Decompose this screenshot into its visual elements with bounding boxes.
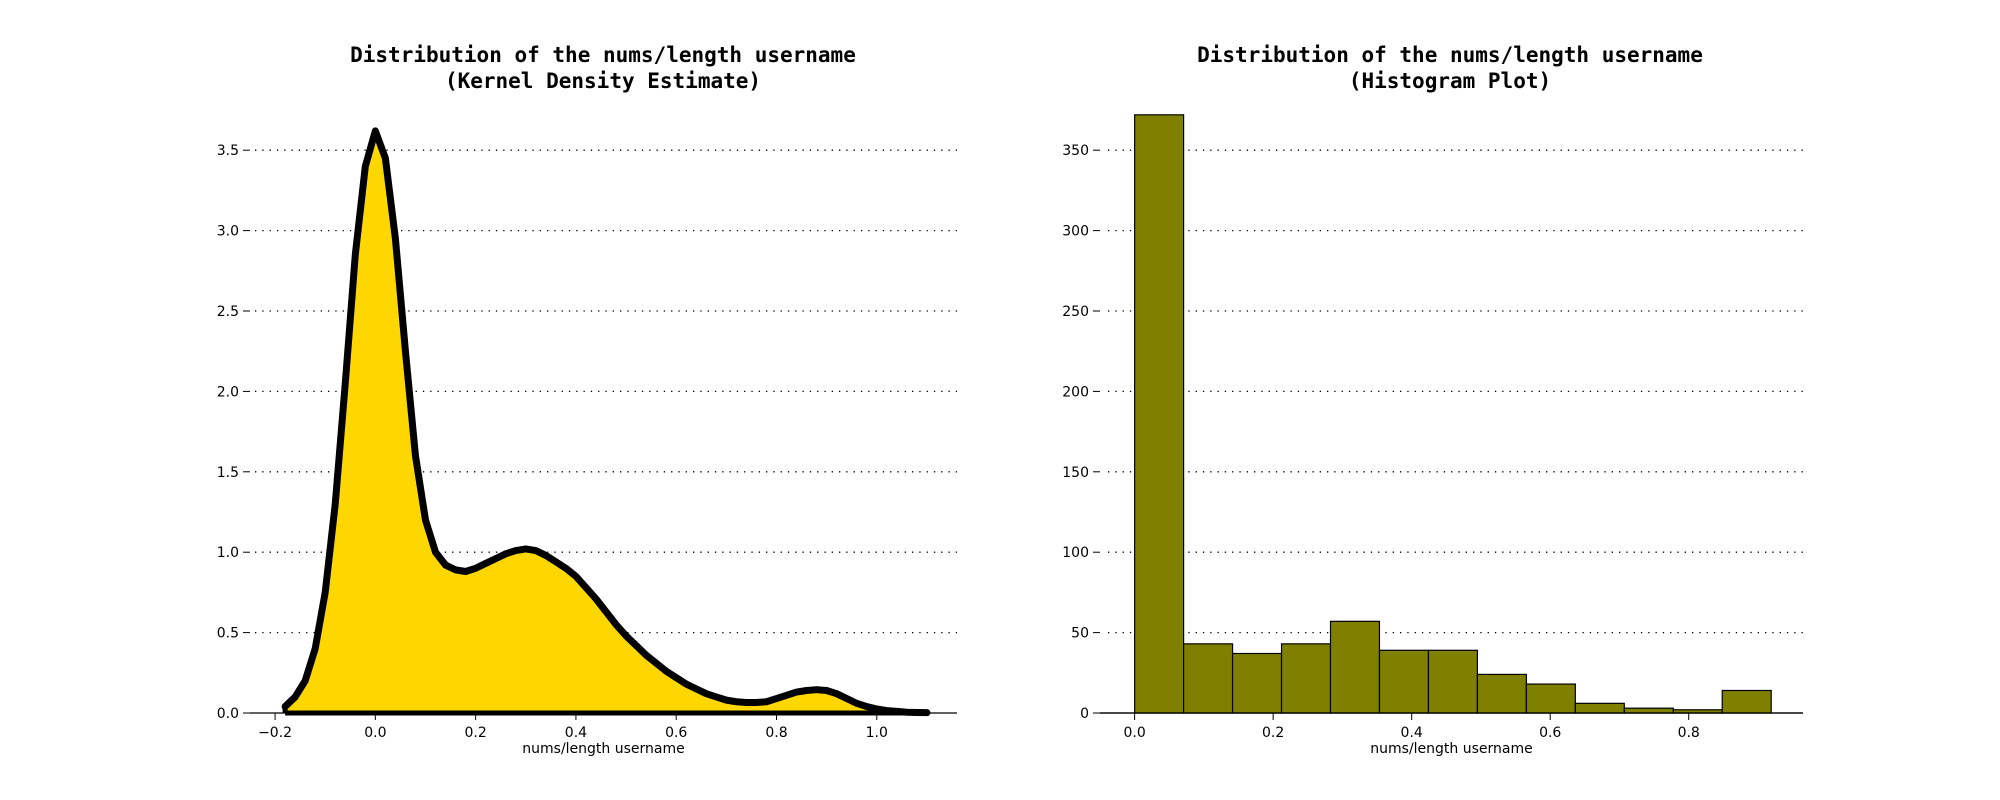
histogram-bar — [1182, 643, 1234, 714]
histogram-bar — [1134, 114, 1185, 714]
histogram-chart: Distribution of the nums/length username… — [1062, 43, 1803, 757]
x-tick-label: 0.4 — [565, 725, 587, 741]
x-tick-label: 0.2 — [1262, 725, 1284, 741]
x-tick-label: −0.2 — [258, 725, 292, 741]
chart-title-line: Distribution of the nums/length username — [1197, 43, 1703, 67]
kde-area-fill — [285, 130, 927, 713]
y-tick-label: 250 — [1062, 304, 1089, 320]
y-tick-label: 3.5 — [217, 143, 239, 159]
y-tick-label: 0.0 — [217, 706, 239, 722]
x-tick-label: 0.0 — [1123, 725, 1145, 741]
y-tick-label: 0.5 — [217, 626, 239, 642]
histogram-bar — [1427, 649, 1479, 714]
x-tick-label: 0.6 — [1539, 725, 1561, 741]
y-tick-label: 2.0 — [217, 384, 239, 400]
y-tick-label: 50 — [1071, 626, 1089, 642]
histogram-bar — [1574, 702, 1625, 714]
y-tick-label: 100 — [1062, 545, 1089, 561]
x-axis-label: nums/length username — [522, 741, 684, 757]
y-tick-label: 2.5 — [217, 304, 239, 320]
kde-curve-line — [281, 127, 931, 717]
chart-title-line: (Histogram Plot) — [1349, 69, 1551, 93]
x-tick-label: 0.6 — [665, 725, 687, 741]
y-tick-label: 300 — [1062, 224, 1089, 240]
x-tick-label: 0.0 — [364, 725, 386, 741]
x-tick-label: 0.2 — [465, 725, 487, 741]
x-tick-label: 0.8 — [1678, 725, 1700, 741]
y-tick-label: 1.0 — [217, 545, 239, 561]
x-tick-label: 1.0 — [866, 725, 888, 741]
y-tick-label: 0 — [1080, 706, 1089, 722]
y-tick-label: 3.0 — [217, 224, 239, 240]
histogram-bar — [1623, 707, 1674, 714]
kde-chart: Distribution of the nums/length username… — [217, 43, 957, 757]
y-tick-label: 350 — [1062, 143, 1089, 159]
y-tick-label: 150 — [1062, 465, 1089, 481]
histogram-bar — [1721, 689, 1772, 714]
histogram-bar — [1476, 673, 1527, 714]
y-tick-label: 200 — [1062, 384, 1089, 400]
histogram-bar — [1280, 643, 1332, 714]
x-tick-label: 0.8 — [765, 725, 787, 741]
histogram-bar — [1378, 649, 1430, 714]
histogram-bar — [1329, 620, 1381, 714]
y-tick-label: 1.5 — [217, 465, 239, 481]
x-tick-label: 0.4 — [1401, 725, 1423, 741]
chart-title-line: (Kernel Density Estimate) — [445, 69, 761, 93]
chart-title-line: Distribution of the nums/length username — [350, 43, 856, 67]
histogram-bar — [1231, 652, 1283, 714]
x-axis-label: nums/length username — [1370, 741, 1532, 757]
histogram-bar — [1525, 683, 1576, 714]
